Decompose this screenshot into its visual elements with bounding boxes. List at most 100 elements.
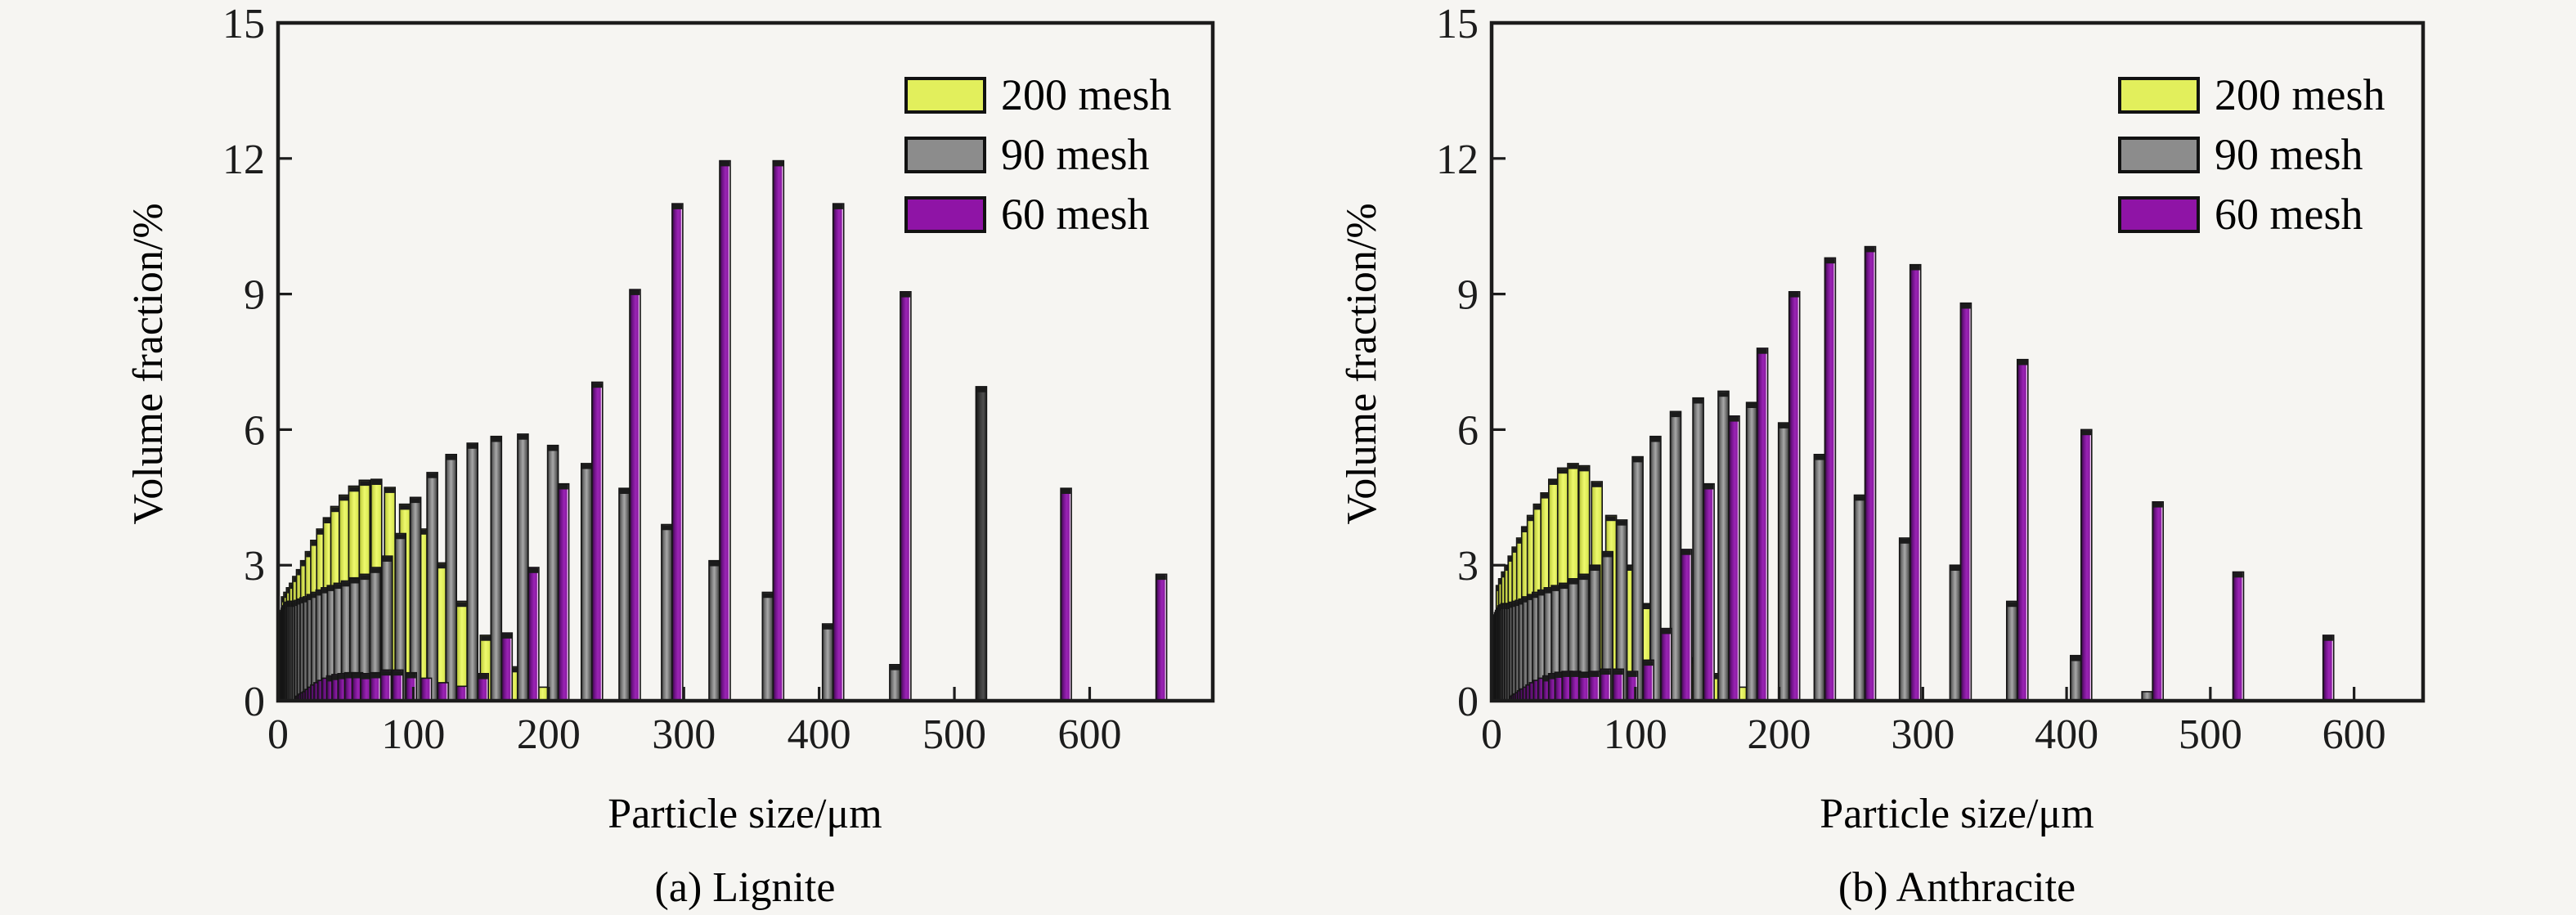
bar-top-cap (1603, 552, 1613, 558)
bar-top-cap (2007, 602, 2017, 608)
bar-90-mesh-203.2 (1777, 422, 1790, 701)
bar-60-mesh-101.6 (420, 677, 433, 701)
bar-60-mesh-228.1 (1824, 257, 1837, 701)
bar-90-mesh-181 (1745, 401, 1758, 701)
bar-90-mesh-181 (517, 433, 529, 701)
bar-90-mesh-287.4 (661, 523, 673, 701)
bar-60-mesh-287.4 (671, 203, 684, 701)
x-tick-label-100: 100 (381, 711, 445, 758)
bar-top-cap (1568, 579, 1578, 585)
x-tick-label-100: 100 (1604, 711, 1667, 758)
bar-top-cap (371, 480, 381, 485)
bar-60-mesh-71.8 (379, 669, 393, 701)
bar-top-cap (361, 674, 370, 680)
x-tick-label-500: 500 (2179, 711, 2242, 758)
legend-label-60-mesh: 60 mesh (2215, 190, 2363, 239)
bar-top-cap (900, 292, 911, 298)
bar-top-cap (1538, 590, 1548, 596)
bar-60-mesh-574.7 (2322, 635, 2335, 701)
bar-top-cap (1555, 673, 1565, 678)
bar-60-mesh-287.4 (1909, 263, 1922, 701)
bar-top-cap (1671, 412, 1681, 418)
x-tick-label-400: 400 (788, 711, 851, 758)
bar-top-cap (406, 673, 416, 679)
bar-top-cap (1570, 671, 1580, 677)
bar-60-mesh-114 (1660, 627, 1672, 701)
bar-top-cap (2233, 572, 2243, 578)
bar-top-cap (581, 464, 591, 469)
bar-90-mesh-128 (445, 453, 458, 701)
panel-b-series-60-mesh (1509, 245, 2335, 701)
panel-a-series-90-mesh (278, 433, 901, 701)
x-tick-label-0: 0 (267, 711, 289, 758)
bar-60-mesh-128 (1680, 549, 1693, 701)
panel-a-caption: (a) Lignite (654, 864, 836, 911)
bar-top-cap (1549, 480, 1559, 485)
bar-60-mesh-143.7 (1703, 482, 1715, 701)
bar-top-cap (1693, 398, 1703, 404)
bar-top-cap (1747, 403, 1757, 408)
y-tick-label-15: 15 (1436, 1, 1479, 47)
bar-top-cap (528, 567, 539, 573)
bar-top-cap (774, 161, 783, 167)
bar-90-mesh-114 (1649, 435, 1662, 701)
bar-top-cap (1815, 455, 1824, 460)
bar-60-mesh-203.2 (1788, 290, 1801, 701)
bar-top-cap (1779, 423, 1788, 428)
bar-top-cap (427, 473, 438, 478)
panel-a-plot-frame (276, 20, 1215, 703)
bar-60-mesh-256 (1864, 245, 1877, 701)
y-tick-label-6: 6 (244, 407, 265, 454)
legend-label-90-mesh: 90 mesh (2215, 130, 2363, 179)
bar-90-mesh-362 (2006, 600, 2018, 701)
bar-60-mesh-406.4 (2080, 428, 2093, 701)
panel-a-x-axis-title: Particle size/μm (608, 791, 882, 837)
x-tick-label-500: 500 (922, 711, 986, 758)
bar-60-mesh-574.7 (1060, 487, 1072, 701)
legend-label-90-mesh: 90 mesh (1001, 130, 1150, 179)
bar-top-cap (400, 505, 410, 510)
bar-top-cap (1156, 575, 1166, 581)
bar-top-cap (1528, 516, 1537, 522)
bar-top-cap (411, 498, 420, 504)
bar-top-cap (720, 161, 730, 167)
bar-top-cap (976, 387, 986, 392)
bar-90-mesh-256 (618, 487, 631, 701)
bar-60-mesh-362 (2017, 358, 2029, 701)
bar-90-mesh-114 (426, 472, 438, 701)
bar-90-mesh-228.1 (1813, 453, 1826, 701)
y-tick-label-15: 15 (222, 1, 265, 47)
legend-swatch-90-mesh (904, 137, 986, 173)
bar-top-cap (1613, 670, 1623, 675)
legend-label-200-mesh: 200 mesh (2215, 70, 2385, 119)
bar-top-cap (559, 484, 568, 490)
bar-90-mesh-406.4 (821, 623, 834, 701)
bar-60-mesh-512 (2232, 571, 2245, 701)
bar-60-mesh-362 (772, 159, 785, 701)
y-tick-label-12: 12 (1436, 137, 1479, 183)
bar-top-cap (382, 556, 392, 562)
y-tick-label-0: 0 (1457, 679, 1479, 725)
legend-swatch-90-mesh (2118, 137, 2200, 173)
bar-top-cap (1551, 585, 1562, 591)
bar-top-cap (1961, 303, 1971, 309)
bar-60-mesh-203.2 (557, 482, 570, 701)
x-tick-label-600: 600 (1057, 711, 1121, 758)
bar-60-mesh-161.3 (1728, 415, 1740, 701)
bar-top-cap (1545, 588, 1555, 594)
legend-swatch-60-mesh (2118, 196, 2200, 233)
bar-60-mesh-228.1 (590, 381, 604, 701)
bar-90-mesh-228.1 (580, 463, 593, 701)
bar-top-cap (1558, 469, 1568, 474)
bar-top-cap (1703, 484, 1714, 490)
bar-60-mesh-322.5 (1959, 302, 1972, 701)
bar-top-cap (385, 487, 395, 493)
bar-top-cap (1681, 549, 1691, 555)
bar-top-cap (478, 674, 488, 680)
bar-60-mesh-512 (975, 386, 988, 701)
x-tick-label-200: 200 (517, 711, 581, 758)
bar-top-cap (481, 635, 491, 641)
x-tick-label-300: 300 (1891, 711, 1954, 758)
bar-90-mesh-101.6 (409, 496, 422, 701)
